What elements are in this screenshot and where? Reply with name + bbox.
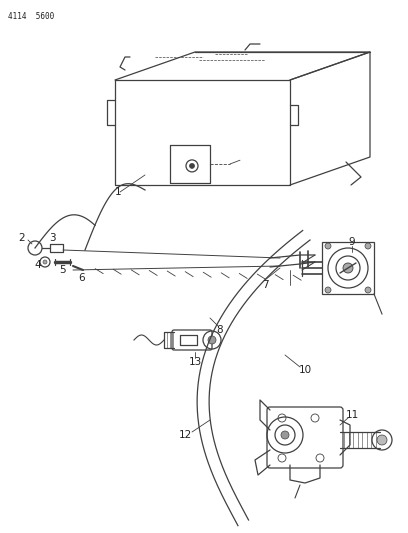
Circle shape <box>365 243 371 249</box>
Circle shape <box>365 287 371 293</box>
Text: 3: 3 <box>49 233 55 243</box>
Text: 13: 13 <box>188 357 202 367</box>
Circle shape <box>43 260 47 264</box>
Text: 12: 12 <box>178 430 192 440</box>
Text: 4: 4 <box>35 260 41 270</box>
Text: 7: 7 <box>262 280 268 290</box>
Text: 1: 1 <box>115 187 121 197</box>
Text: 6: 6 <box>79 273 85 283</box>
Text: 8: 8 <box>217 325 223 335</box>
Text: 5: 5 <box>59 265 65 275</box>
Circle shape <box>325 243 331 249</box>
Circle shape <box>281 431 289 439</box>
Text: 10: 10 <box>298 365 312 375</box>
Text: 11: 11 <box>346 410 359 420</box>
Text: 2: 2 <box>19 233 25 243</box>
Circle shape <box>377 435 387 445</box>
Circle shape <box>343 263 353 273</box>
Text: 9: 9 <box>349 237 355 247</box>
Circle shape <box>325 287 331 293</box>
Circle shape <box>208 336 216 344</box>
Circle shape <box>189 164 195 168</box>
Text: 4114  5600: 4114 5600 <box>8 12 54 21</box>
